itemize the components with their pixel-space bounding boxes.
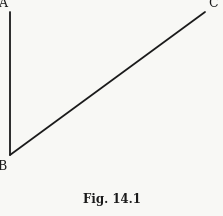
Text: C: C: [208, 0, 218, 10]
Text: Fig. 14.1: Fig. 14.1: [83, 194, 141, 206]
Text: A: A: [0, 0, 7, 10]
Text: B: B: [0, 160, 7, 173]
